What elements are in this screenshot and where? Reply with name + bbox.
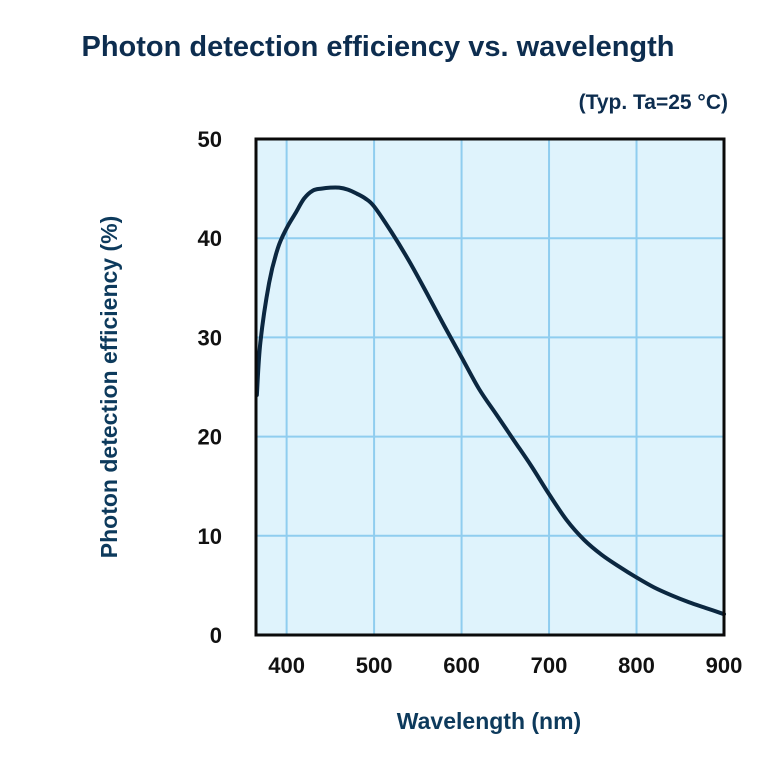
x-axis-label: Wavelength (nm) xyxy=(397,708,581,734)
chart-title: Photon detection efficiency vs. waveleng… xyxy=(81,31,674,63)
x-tick-label: 400 xyxy=(268,653,305,678)
y-tick-label: 40 xyxy=(198,226,222,251)
chart-subtitle: (Typ. Ta=25 °C) xyxy=(579,91,728,114)
x-tick-label: 800 xyxy=(618,653,655,678)
series-line xyxy=(254,185,726,617)
y-tick-labels: 0 10 20 30 40 50 xyxy=(198,127,222,648)
data-series xyxy=(254,185,726,617)
y-tick-label: 0 xyxy=(210,623,222,648)
x-tick-label: 500 xyxy=(356,653,393,678)
y-axis-label: Photon detection efficiency (%) xyxy=(96,216,122,558)
plot-frame xyxy=(254,137,726,637)
x-tick-label: 600 xyxy=(443,653,480,678)
y-tick-label: 50 xyxy=(198,127,222,152)
y-tick-label: 20 xyxy=(198,425,222,450)
grid xyxy=(256,139,724,635)
x-tick-label: 700 xyxy=(531,653,568,678)
y-tick-label: 30 xyxy=(198,325,222,350)
y-tick-label: 10 xyxy=(198,524,222,549)
x-tick-labels: 400 500 600 700 800 900 xyxy=(268,653,742,678)
plot-area xyxy=(256,139,724,635)
x-tick-label: 900 xyxy=(706,653,743,678)
